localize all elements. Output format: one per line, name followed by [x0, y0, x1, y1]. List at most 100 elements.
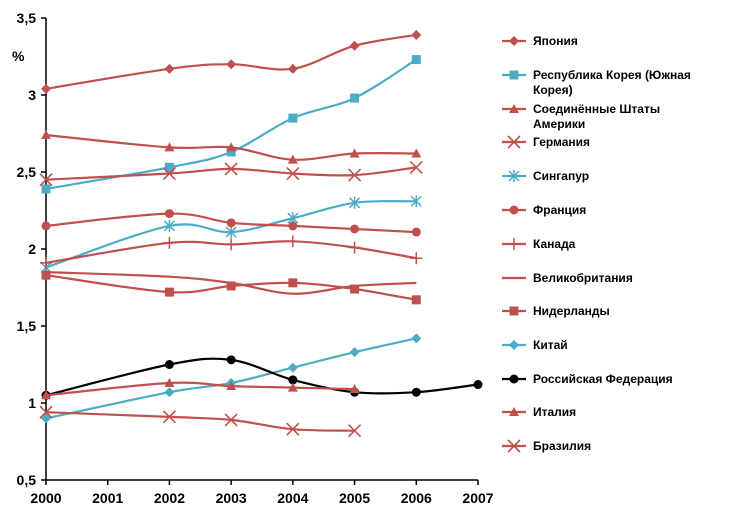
data-point: [288, 221, 298, 231]
data-point: [226, 355, 236, 365]
data-point: [39, 173, 53, 187]
data-point: [411, 333, 422, 344]
data-point: [40, 256, 52, 269]
legend-label: Бразилия: [533, 439, 591, 453]
legend-swatch-marker: [509, 374, 519, 384]
data-point: [39, 405, 53, 419]
x-tick-label: 2000: [30, 490, 61, 506]
y-tick-label: 2: [28, 241, 36, 257]
data-point: [411, 29, 422, 40]
legend-swatch-marker: [509, 104, 519, 113]
legend-label: Германия: [533, 135, 590, 149]
data-point: [287, 63, 298, 74]
y-tick-label: 0,5: [17, 472, 37, 488]
y-tick-label: 1,5: [17, 318, 37, 334]
data-point: [286, 166, 300, 181]
data-point: [164, 209, 174, 219]
legend-label: Великобритания: [533, 271, 633, 285]
legend-label: Канада: [533, 237, 576, 251]
data-point: [349, 40, 360, 51]
y-axis-unit-label: %: [12, 48, 25, 64]
series-6: [40, 235, 423, 269]
data-point: [349, 384, 360, 394]
data-point: [41, 413, 51, 424]
data-point: [226, 59, 237, 70]
series-10: [41, 355, 483, 400]
x-tick-label: 2006: [401, 490, 432, 506]
series-line: [45, 411, 355, 432]
data-point: [226, 381, 237, 391]
data-point: [287, 382, 298, 392]
series-0: [41, 29, 422, 94]
series-1: [41, 55, 421, 194]
data-point: [286, 422, 300, 436]
data-point: [409, 160, 423, 174]
data-point: [287, 362, 298, 373]
data-point: [162, 166, 176, 181]
data-point: [224, 162, 238, 176]
data-point: [286, 235, 299, 248]
data-point: [348, 424, 362, 438]
data-point: [226, 142, 237, 152]
legend-swatch-marker: [509, 340, 519, 350]
data-point: [225, 238, 238, 251]
series-line: [45, 381, 355, 397]
legend-label: Китай: [533, 338, 568, 352]
data-point: [288, 375, 298, 385]
legend-label: Сингапур: [533, 169, 589, 183]
data-point: [348, 168, 362, 182]
legend-swatch-marker: [508, 238, 520, 250]
data-point: [163, 219, 175, 232]
data-point: [411, 148, 422, 158]
data-point: [164, 287, 174, 297]
x-tick-label: 2005: [339, 490, 370, 506]
legend-item: Франция: [502, 203, 586, 217]
x-tick-label: 2003: [216, 490, 247, 506]
data-point: [288, 278, 298, 288]
data-point: [350, 284, 360, 294]
data-point: [224, 413, 238, 427]
series-9: [41, 333, 422, 424]
data-point: [473, 380, 483, 390]
legend-item: Республика Корея (Южная Корея): [502, 68, 691, 97]
data-point: [164, 63, 175, 74]
series-11: [41, 377, 360, 400]
data-point: [410, 252, 423, 265]
y-tick-label: 2,5: [17, 164, 37, 180]
legend-label: Япония: [533, 34, 578, 48]
x-tick-label: 2007: [462, 490, 493, 506]
series-5: [41, 209, 421, 237]
data-point: [164, 377, 175, 387]
x-tick-label: 2004: [277, 490, 308, 506]
series-2: [41, 130, 422, 164]
data-point: [164, 162, 174, 172]
legend-item: Бразилия: [502, 439, 591, 453]
data-point: [41, 390, 51, 400]
legend-item: Япония: [502, 34, 578, 48]
y-tick-label: 1: [28, 395, 36, 411]
legend-swatch-marker: [508, 170, 520, 182]
legend-item: Великобритания: [502, 271, 633, 285]
x-tick-label: 2001: [92, 490, 123, 506]
y-tick-label: 3: [28, 87, 36, 103]
data-point: [41, 83, 51, 94]
series-3: [39, 160, 423, 187]
data-point: [411, 227, 421, 237]
data-point: [411, 55, 421, 65]
data-point: [41, 184, 51, 194]
data-point: [348, 241, 361, 254]
series-layer: [39, 29, 483, 438]
data-point: [226, 218, 236, 228]
data-point: [288, 113, 298, 123]
data-point: [41, 130, 51, 140]
legend-swatch-marker: [509, 306, 519, 316]
data-point: [225, 226, 237, 239]
data-point: [349, 347, 360, 358]
data-point: [164, 142, 175, 152]
data-point: [410, 195, 422, 208]
legend-item: Российская Федерация: [502, 372, 673, 386]
series-4: [40, 195, 422, 274]
legend-item: Китай: [502, 338, 568, 352]
legend-swatch-marker: [509, 70, 519, 80]
